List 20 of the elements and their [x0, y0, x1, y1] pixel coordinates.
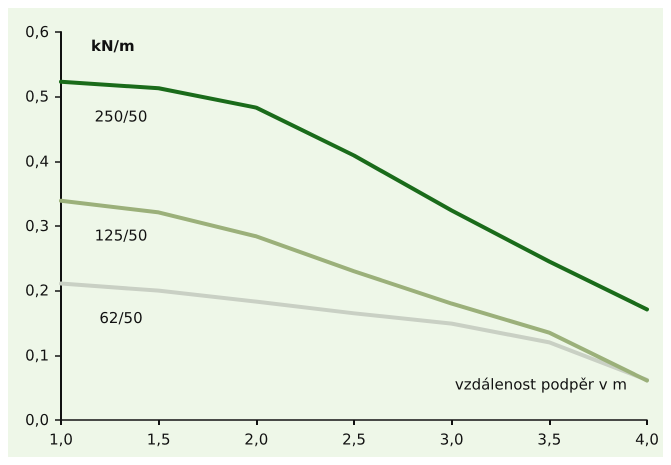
series-label: 250/50	[94, 107, 148, 126]
x-tick-label: 3,5	[537, 430, 562, 448]
y-tick-label: 0,0	[25, 411, 49, 429]
series-label: 62/50	[99, 309, 143, 328]
y-tick-label: 0,1	[25, 346, 49, 364]
y-tick-label: 0,4	[25, 152, 49, 170]
x-tick-label: 2,0	[244, 430, 268, 448]
y-axis-title: kN/m	[91, 37, 135, 55]
y-tick-label: 0,6	[25, 23, 49, 41]
x-tick-label: 1,5	[146, 430, 171, 448]
line-series	[59, 80, 649, 312]
series-label: 125/50	[94, 226, 148, 244]
x-tick-label: 4,0	[635, 430, 659, 448]
x-tick-label: 2,5	[342, 430, 366, 448]
y-tick-label: 0,2	[25, 282, 49, 300]
y-tick-label: 0,5	[25, 88, 49, 106]
x-tick-label: 3,0	[440, 430, 464, 448]
y-tick-label: 0,3	[25, 217, 49, 235]
x-axis-title: vzdálenost podpěr v m	[454, 376, 627, 394]
x-tick-label: 1,0	[49, 430, 73, 448]
